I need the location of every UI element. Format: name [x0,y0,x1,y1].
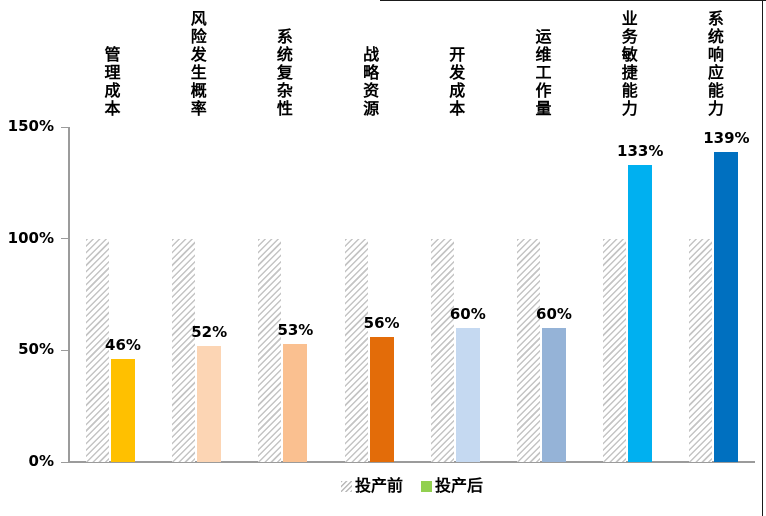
y-axis-tick-label: 100% [7,228,54,247]
y-axis-tick [61,126,68,128]
chart-legend: 投产前 投产后 [69,474,755,498]
data-label: 133% [617,142,664,160]
bar-before-8 [689,239,713,462]
category-label: 管理成本 [101,46,121,118]
y-axis-tick-label: 0% [28,452,54,470]
category-label: 系统复杂性 [273,28,293,118]
data-label: 52% [191,323,228,341]
data-label: 60% [449,305,486,323]
legend-marker-icon [421,480,432,492]
bar-before-6 [517,239,540,462]
bar-before-5 [430,239,454,462]
y-axis-tick [61,461,68,463]
category-label: 系统响应能力 [704,10,724,118]
x-axis-line [68,461,755,463]
bar-after-4 [369,337,394,462]
category-label: 风险发生概率 [187,10,207,118]
category-label: 运维工作量 [532,28,552,118]
y-axis-tick-label: 50% [18,340,54,359]
data-label: 46% [105,336,141,354]
legend-label: 投产前 [354,476,403,495]
category-label: 业务敏捷能力 [618,10,638,118]
bar-before-4 [344,239,368,462]
legend-item-1: 投产前 [340,476,403,496]
frame-top-border [380,0,766,1]
y-axis-line [68,127,70,463]
legend-label: 投产后 [435,476,484,495]
bar-before-1 [86,239,109,462]
data-label: 56% [363,314,400,332]
bar-before-3 [258,239,282,462]
bar-after-2 [197,346,222,462]
bar-after-3 [283,344,308,462]
y-axis-tick [61,349,68,351]
frame-right-border [762,0,763,516]
bar-before-2 [172,239,196,462]
legend-marker-icon [340,480,352,492]
legend-item-2: 投产后 [421,476,483,496]
bar-after-5 [455,328,480,462]
data-label: 60% [536,305,572,323]
category-label: 战略资源 [360,46,380,118]
bar-after-7 [628,165,653,462]
bar-after-1 [111,359,135,462]
data-label: 53% [277,321,314,339]
bar-before-7 [603,239,627,462]
data-label: 139% [703,129,750,147]
bar-after-8 [714,152,739,462]
y-axis-tick-label: 150% [7,117,54,135]
category-label: 开发成本 [446,46,466,118]
y-axis-tick [61,238,68,240]
bar-after-6 [542,328,566,462]
